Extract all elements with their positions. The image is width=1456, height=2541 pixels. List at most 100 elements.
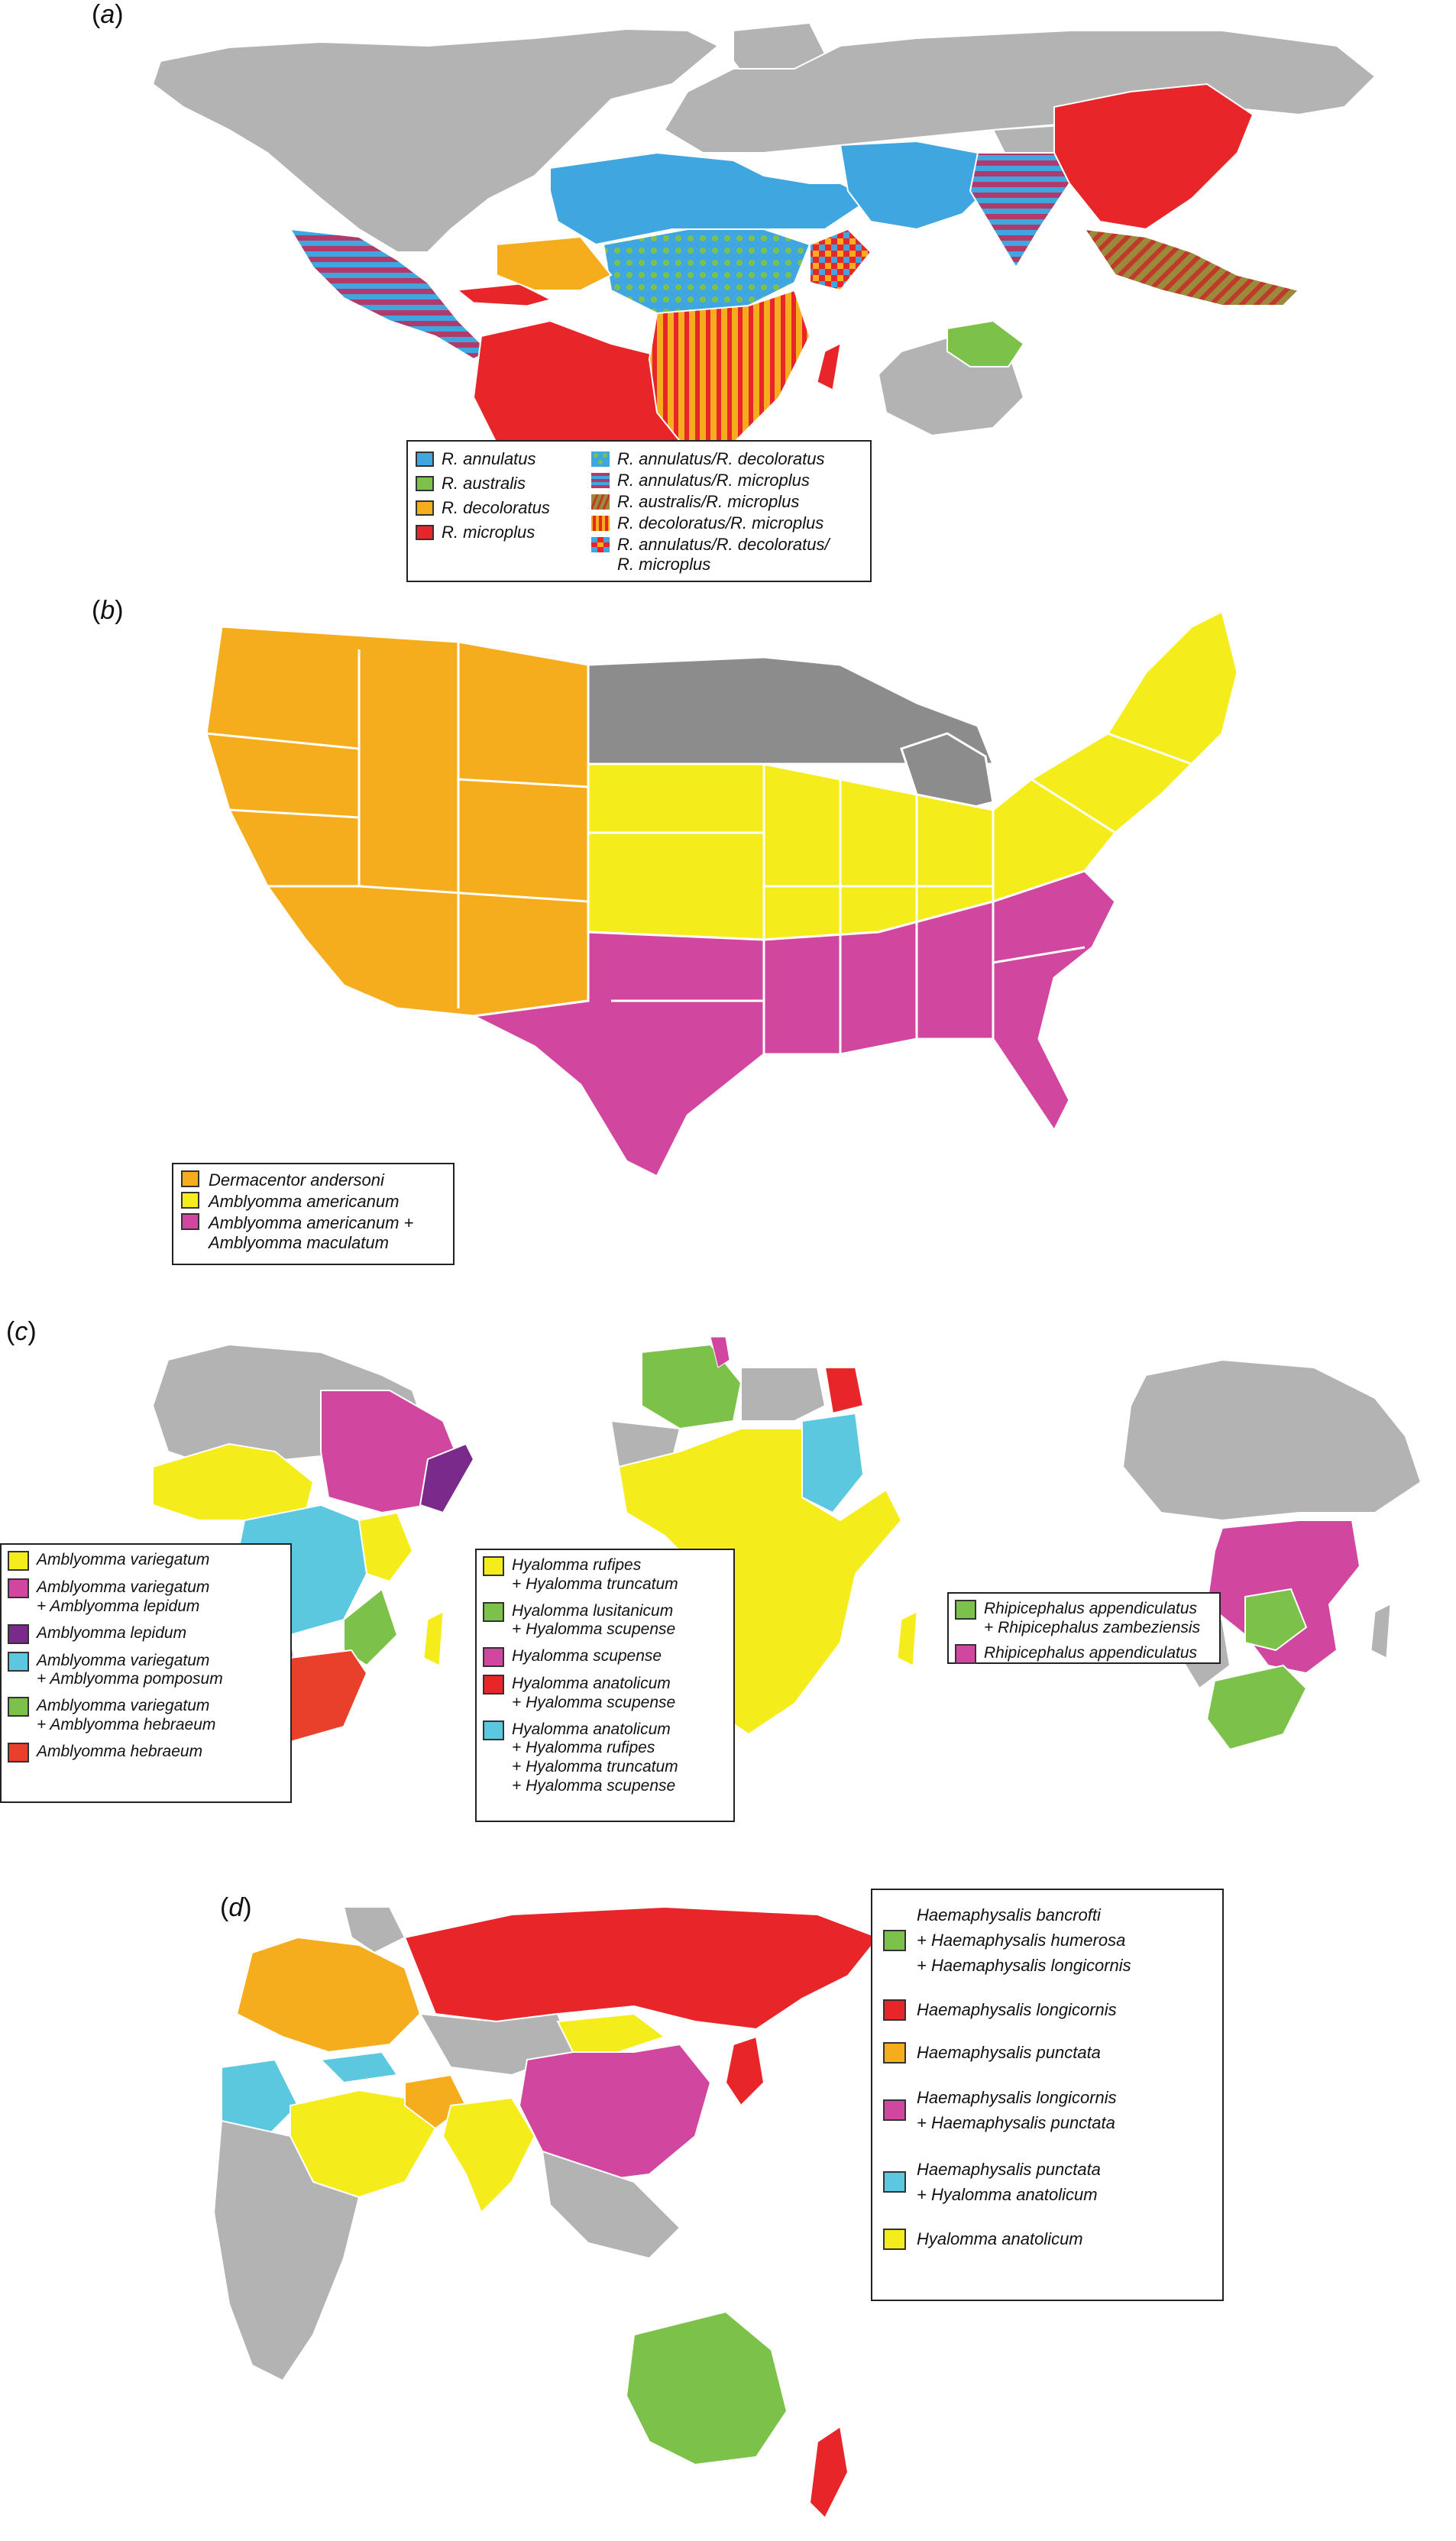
legend-item-australis-microplus: R. australis/R. microplus [591, 492, 866, 512]
legend-item-hebraeum: Amblyomma hebraeum [8, 1742, 284, 1763]
legend-label: Hyalomma anatolicum + Hyalomma rufipes + H… [512, 1720, 678, 1795]
legend-label: Amblyomma variegatum + Amblyomma pomposum [37, 1651, 223, 1688]
panel-b-usa-map [205, 609, 1239, 1179]
legend-label: Hyalomma anatolicum + Hyalomma scupense [512, 1675, 676, 1711]
southeast-asia [1082, 228, 1300, 306]
africa2-northeast-red [823, 1367, 865, 1415]
panel-c-letter: c [15, 1317, 28, 1346]
legend-item-americanum-maculatum: Amblyomma americanum + Amblyomma maculatu… [181, 1212, 445, 1253]
legend-item-appendiculatus: Rhipicephalus appendiculatus [955, 1643, 1213, 1664]
legend-item-rufipes-truncatum: Hyalomma rufipes + Hyalomma truncatum [483, 1556, 727, 1594]
africa-east-yellow [358, 1511, 414, 1583]
africa3-south-green [1205, 1664, 1308, 1751]
legend-swatch [181, 1212, 199, 1230]
legend-label: Hyalomma scupense [512, 1647, 662, 1665]
new-zealand-longicornis [808, 2425, 849, 2520]
africa-horn-purple [419, 1442, 475, 1514]
legend-item-scupense: Hyalomma scupense [483, 1647, 727, 1668]
legend-swatch [883, 2229, 906, 2250]
legend-swatch [416, 452, 434, 467]
legend-label: Haemaphysalis punctata [917, 2043, 1101, 2063]
legend-item-australis: R. australis [416, 474, 584, 494]
legend-label: Haemaphysalis longicornis [917, 2000, 1117, 2020]
legend-swatch [591, 515, 610, 531]
panel-a-label: (a) [92, 0, 124, 29]
legend-swatch [416, 475, 434, 491]
legend-swatch [883, 2099, 906, 2121]
legend-swatch [8, 1623, 29, 1644]
panel-a-letter: a [100, 0, 115, 29]
legend-swatch [883, 2171, 906, 2193]
panel-d-legend: Haemaphysalis bancrofti + Haemaphysalis h… [871, 1889, 1224, 2301]
legend-item-bancrofti-humerosa-longicornis: Haemaphysalis bancrofti + Haemaphysalis h… [883, 1902, 1212, 1978]
legend-label: Amblyomma variegatum [37, 1551, 210, 1568]
legend-label: R. microplus [442, 522, 535, 542]
legend-label: R. australis/R. microplus [617, 491, 800, 511]
north-africa-annulatus [549, 151, 872, 246]
legend-item-variegatum-pomposum: Amblyomma variegatum + Amblyomma pomposum [8, 1651, 284, 1690]
panel-d-letter: d [228, 1893, 244, 1922]
legend-swatch [955, 1643, 976, 1664]
scandinavia [342, 1907, 406, 1954]
russia-longicornis [403, 1907, 880, 2031]
legend-item-punctata: Haemaphysalis punctata [883, 2042, 1212, 2064]
east-asia-microplus [1053, 83, 1254, 231]
legend-label: Hyalomma rufipes + Hyalomma truncatum [512, 1556, 678, 1593]
legend-label: Haemaphysalis longicornis + Haemaphysalis… [917, 2088, 1117, 2132]
legend-swatch [883, 1929, 906, 1951]
legend-label: Amblyomma americanum [209, 1191, 400, 1211]
legend-label: Haemaphysalis punctata + Hyalomma anatoli… [917, 2160, 1101, 2204]
legend-swatch [483, 1720, 504, 1740]
africa-gray [212, 2119, 361, 2382]
south-asia [969, 152, 1071, 269]
madagascar2 [897, 1611, 917, 1666]
mexico-central-america [289, 228, 490, 361]
europe-punctata [235, 1936, 422, 2054]
legend-swatch [591, 452, 610, 467]
panel-c-label: (c) [6, 1317, 37, 1346]
legend-swatch [883, 1999, 906, 2021]
central-africa-mixed [602, 228, 811, 322]
australia-north-australis [946, 319, 1025, 367]
south-state-borders [611, 901, 1086, 1054]
legend-label: Dermacentor andersoni [209, 1170, 384, 1190]
north-africa-punctata-anatolicum [221, 2058, 299, 2138]
legend-swatch [8, 1578, 29, 1598]
africa2-sudan-cyan [801, 1412, 865, 1514]
africa3-north-gray [1121, 1358, 1422, 1522]
legend-swatch [483, 1647, 504, 1668]
legend-item-decoloratus: R. decoloratus [416, 498, 584, 518]
legend-swatch [591, 536, 610, 552]
panel-c-legend-2: Hyalomma rufipes + Hyalomma truncatum Hya… [475, 1549, 735, 1822]
horn-africa [809, 228, 872, 292]
legend-item-anatolicum-rufipes-truncatum-scupense: Hyalomma anatolicum + Hyalomma rufipes + H… [483, 1720, 727, 1796]
legend-swatch [8, 1551, 29, 1571]
panel-c-legend-3: Rhipicephalus appendiculatus + Rhipicepha… [947, 1592, 1221, 1664]
legend-label: Amblyomma hebraeum [37, 1742, 203, 1760]
panel-c-legend-1: Amblyomma variegatum Amblyomma variegatu… [0, 1543, 292, 1803]
legend-swatch [8, 1697, 29, 1717]
middle-east-annulatus [839, 140, 995, 231]
legend-item-amblyomma-americanum: Amblyomma americanum [181, 1191, 445, 1212]
panel-a-legend-left: R. annulatus R. australis R. decoloratus… [416, 449, 584, 547]
legend-item-punctata-anatolicum: Haemaphysalis punctata + Hyalomma anatoli… [883, 2157, 1212, 2207]
india-anatolicum [442, 2096, 536, 2214]
legend-item-appendiculatus-zambeziensis: Rhipicephalus appendiculatus + Rhipicepha… [955, 1600, 1213, 1638]
madagascar3-gray [1370, 1604, 1391, 1659]
north-america [151, 28, 720, 253]
panel-a-legend-right: R. annulatus/R. decoloratus R. annulatus… [591, 449, 866, 575]
panel-c-africa-map-1 [151, 1343, 475, 1743]
legend-item-anatolicum-scupense: Hyalomma anatolicum + Hyalomma scupense [483, 1675, 727, 1713]
legend-swatch [483, 1556, 504, 1576]
australia-bancrofti-humerosa-longicornis [625, 2310, 788, 2466]
legend-item-microplus: R. microplus [416, 523, 584, 542]
legend-swatch [883, 2042, 906, 2064]
legend-swatch [483, 1675, 504, 1695]
region-dermacentor-andersoni [205, 625, 590, 1018]
africa2-north-green [641, 1343, 743, 1430]
legend-label: Hyalomma anatolicum [917, 2229, 1083, 2249]
legend-label: Amblyomma variegatum + Amblyomma lepidum [37, 1578, 210, 1615]
legend-swatch [591, 494, 610, 510]
legend-label: Amblyomma variegatum + Amblyomma hebraeum [37, 1697, 216, 1733]
africa3-green-mid [1244, 1588, 1308, 1652]
